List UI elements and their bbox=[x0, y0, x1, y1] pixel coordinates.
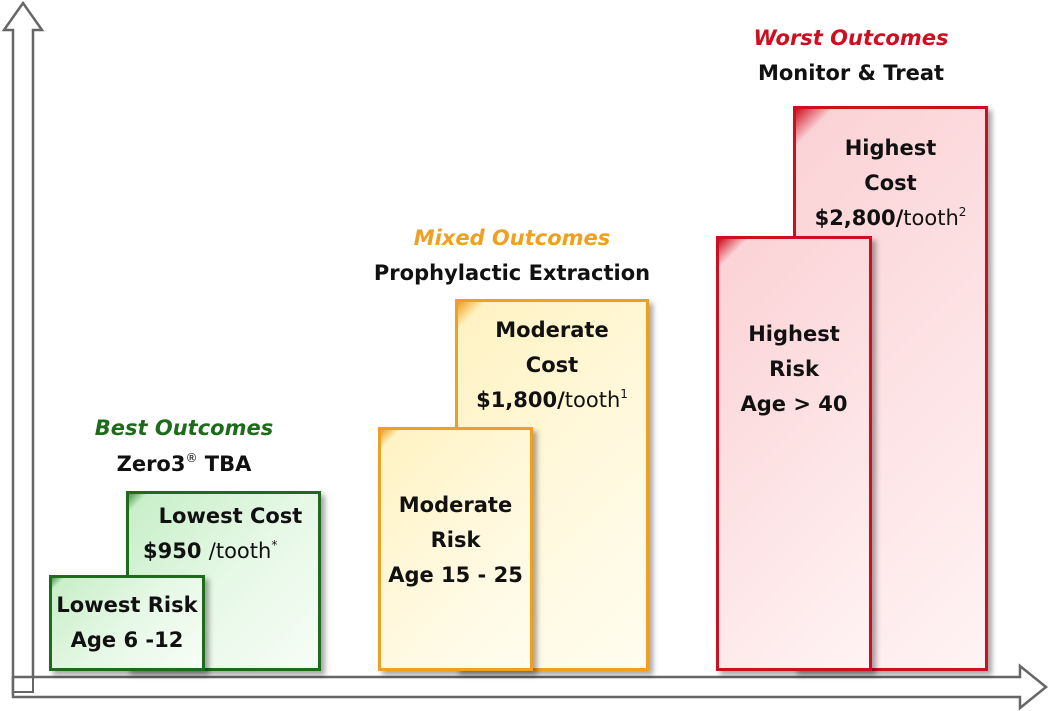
risk-label-2: Risk bbox=[769, 357, 819, 381]
highest-risk-box: Highest Risk Age > 40 bbox=[716, 236, 872, 671]
risk-label: Highest bbox=[748, 322, 840, 346]
risk-age: Age 6 -12 bbox=[70, 628, 184, 652]
cost-price: $2,800/tooth2 bbox=[814, 205, 967, 230]
cost-label-2: Cost bbox=[864, 171, 917, 195]
lowest-risk-box: Lowest Risk Age 6 -12 bbox=[49, 575, 205, 671]
cost-price: $1,800/tooth1 bbox=[476, 387, 628, 412]
cost-price: $950 /tooth* bbox=[143, 538, 278, 563]
risk-age: Age > 40 bbox=[740, 392, 848, 416]
registered-mark: ® bbox=[185, 451, 198, 465]
subtitle-rest: TBA bbox=[197, 452, 252, 476]
cost-label: Highest bbox=[844, 136, 937, 160]
worst-outcomes-subtitle: Monitor & Treat bbox=[757, 61, 945, 85]
worst-outcomes-title: Worst Outcomes bbox=[753, 26, 949, 50]
mixed-outcomes-title: Mixed Outcomes bbox=[413, 226, 611, 250]
risk-label-2: Risk bbox=[430, 528, 481, 552]
cost-label: Moderate bbox=[495, 318, 609, 342]
axis-origin bbox=[12, 676, 34, 693]
risk-label: Moderate bbox=[398, 493, 513, 517]
subtitle-main: Zero3 bbox=[116, 452, 186, 476]
cost-label: Lowest Cost bbox=[158, 504, 303, 528]
mixed-outcomes-subtitle: Prophylactic Extraction bbox=[373, 261, 651, 285]
cost-label-2: Cost bbox=[525, 353, 579, 377]
risk-age: Age 15 - 25 bbox=[388, 563, 523, 587]
best-outcomes-subtitle: Zero3® TBA bbox=[24, 452, 344, 476]
y-axis-arrow bbox=[1, 0, 45, 695]
risk-label: Lowest Risk bbox=[56, 593, 198, 617]
moderate-risk-box: Moderate Risk Age 15 - 25 bbox=[378, 427, 533, 671]
x-axis-arrow bbox=[11, 663, 1048, 711]
best-outcomes-title: Best Outcomes bbox=[94, 416, 274, 440]
